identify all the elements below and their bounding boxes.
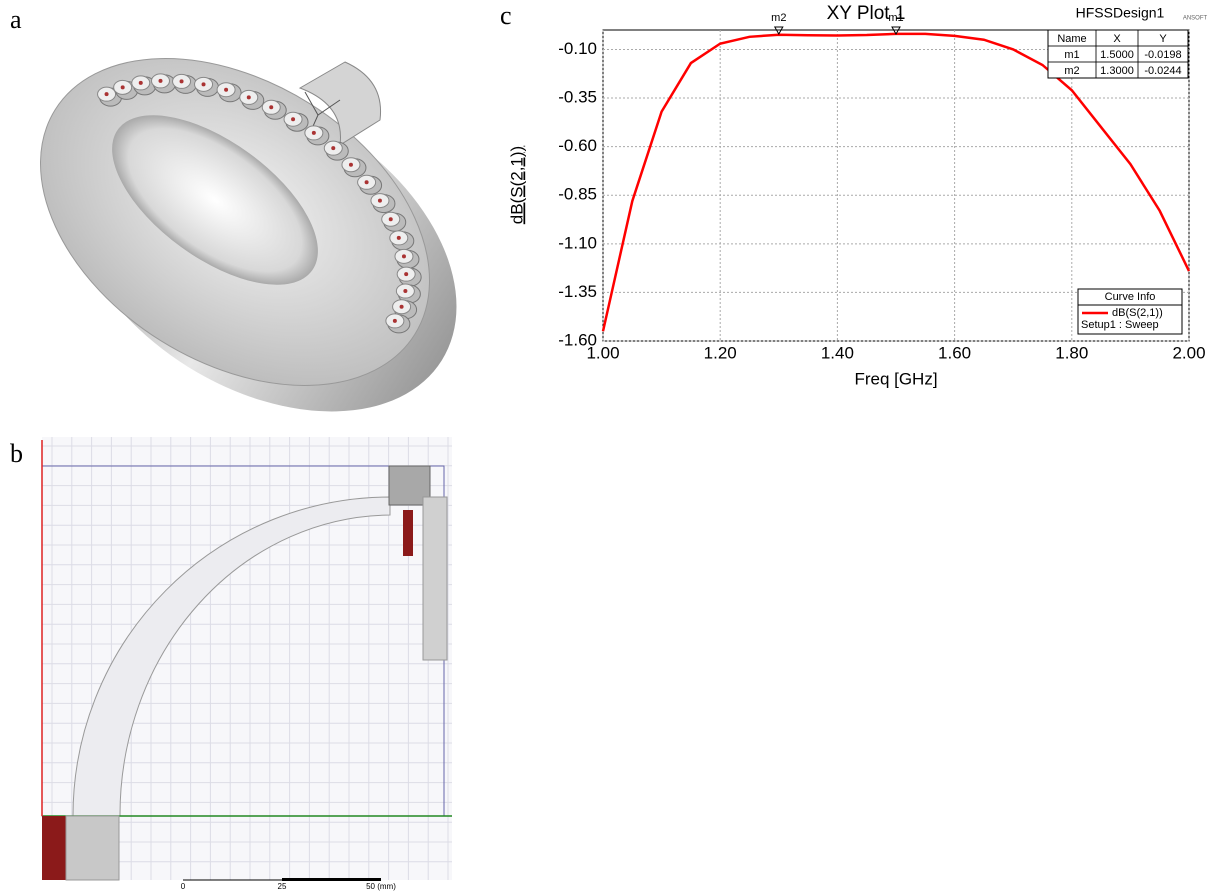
bolt-hole [404,272,408,276]
bolt-hole [400,305,404,309]
scale-label: 50 (mm) [366,882,396,891]
bolt-hole [331,146,335,150]
x-tick-label: 1.40 [821,343,854,362]
legend-title: Curve Info [1105,291,1156,303]
scale-label: 0 [181,882,186,891]
bolt-hole [224,88,228,92]
table-header: Y [1159,33,1167,45]
legend-label: dB(S(2,1)) [1112,307,1163,319]
bolt-hole [403,289,407,293]
y-tick-label: -0.85 [558,185,597,204]
y-tick-label: -0.60 [558,136,597,155]
bolt-hole [389,217,393,221]
design-name: HFSSDesign1 [1076,5,1165,21]
table-header: X [1113,33,1121,45]
table-value: 1.5000 [1100,49,1134,61]
side-strip [423,497,447,660]
cad-view: 0 25 50 (mm) [42,437,452,891]
panel-label: a [10,5,22,34]
y-tick-label: -1.10 [558,233,597,252]
bolt-hole [291,117,295,121]
table-header: Name [1057,33,1086,45]
y-tick-label: -0.10 [558,39,597,58]
bolt-hole [202,82,206,86]
marker-name: m1 [888,12,903,24]
bolt-hole [180,79,184,83]
table-value: -0.0198 [1144,49,1181,61]
port [42,816,66,880]
bolt-hole [397,236,401,240]
x-tick-label: 2.00 [1172,343,1205,362]
y-tick-label: -0.35 [558,88,597,107]
bolt-hole [105,92,109,96]
bolt-hole [121,85,125,89]
bolt-hole [269,105,273,109]
x-axis-label: Freq [GHz] [854,369,937,388]
panel-label: c [500,1,512,30]
model-3d [0,0,516,479]
bolt-hole [378,199,382,203]
legend-note: Setup1 : Sweep [1081,319,1159,331]
bolt-hole [365,180,369,184]
marker-name: m2 [771,12,786,24]
x-tick-label: 1.60 [938,343,971,362]
figure: a b c 0 25 50 (mm) XY Plot 1 HFSSDesign1… [0,0,1218,892]
probe [403,510,413,556]
x-tick-label: 1.00 [586,343,619,362]
bolt-hole [349,163,353,167]
x-tick-label: 1.80 [1055,343,1088,362]
table-value: m1 [1064,49,1079,61]
bolt-hole [402,254,406,258]
page: a b c 0 25 50 (mm) XY Plot 1 HFSSDesign1… [0,0,1218,892]
scale-label: 25 [278,882,287,891]
panel-label: b [10,439,23,468]
bolt-hole [159,79,163,83]
y-tick-label: -1.35 [558,282,597,301]
bolt-hole [247,95,251,99]
table-value: -0.0244 [1144,65,1181,77]
y-axis-label: dB(S(2,1)) [507,146,526,224]
port-block [66,816,119,880]
bolt-hole [393,319,397,323]
table-value: m2 [1064,65,1079,77]
bolt-hole [312,131,316,135]
scale-bar-segment [282,878,381,881]
x-tick-label: 1.20 [704,343,737,362]
logo: ANSOFT [1183,16,1208,22]
chart: XY Plot 1 HFSSDesign1 ANSOFT Freq [GHz] … [507,3,1207,388]
bolt-hole [139,81,143,85]
table-value: 1.3000 [1100,65,1134,77]
